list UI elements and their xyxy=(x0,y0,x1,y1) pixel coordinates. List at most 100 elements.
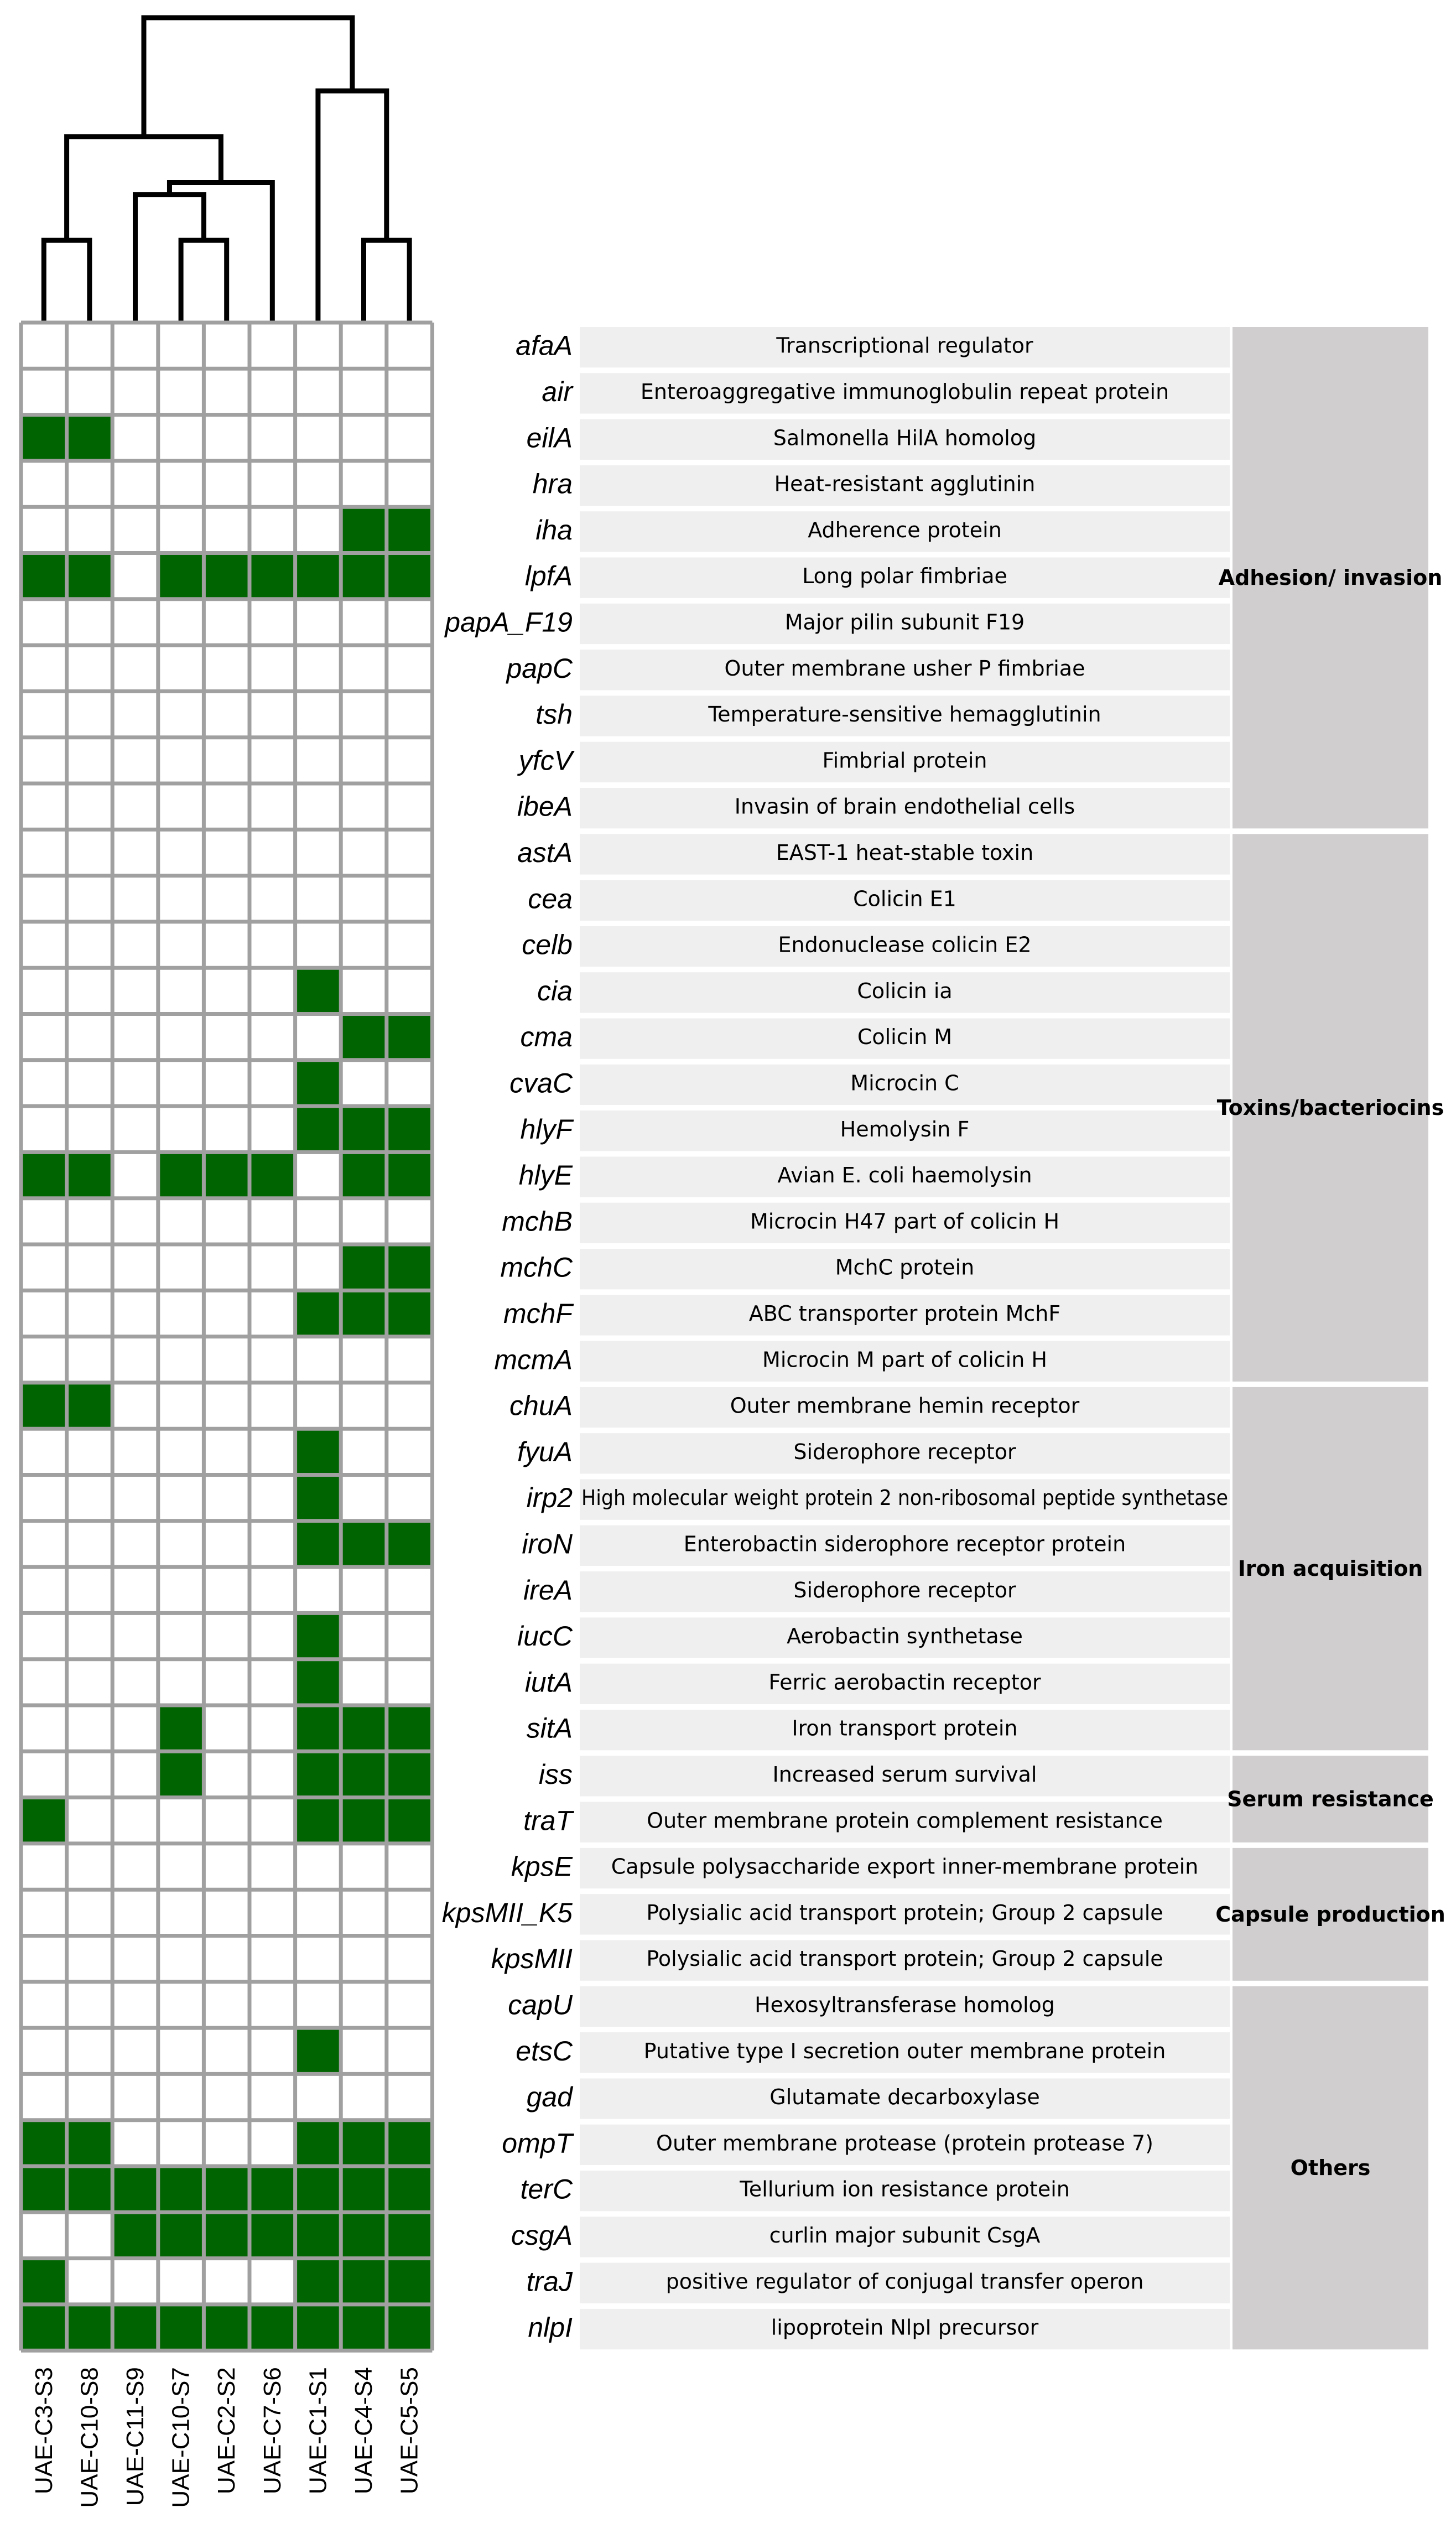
gene-name: air xyxy=(542,376,574,407)
heatmap-cell xyxy=(295,553,341,599)
heatmap-cell xyxy=(249,968,295,1014)
heatmap-cell xyxy=(66,1475,113,1521)
dendrogram xyxy=(41,15,412,323)
gene-name: papA_F19 xyxy=(444,606,573,637)
heatmap-cell xyxy=(21,1244,67,1291)
description-background xyxy=(580,1986,1230,2027)
gene-name: fyuA xyxy=(517,1436,573,1467)
heatmap-cell xyxy=(158,1014,204,1060)
heatmap-cell xyxy=(249,1613,295,1659)
heatmap-cell xyxy=(386,1613,433,1659)
description-background xyxy=(580,880,1230,921)
heatmap-cell xyxy=(204,1613,249,1659)
heatmap-cell xyxy=(112,1152,158,1198)
gene-description: Avian E. coli haemolysin xyxy=(777,1163,1032,1187)
heatmap-cell xyxy=(295,1520,341,1567)
heatmap-cell xyxy=(204,829,249,876)
heatmap-cell xyxy=(386,2074,433,2120)
heatmap-cell xyxy=(295,875,341,922)
heatmap-cell xyxy=(295,1014,341,1060)
heatmap-cell xyxy=(295,1060,341,1107)
description-background xyxy=(580,2078,1230,2119)
gene-labels: afaA air eilA hra iha lpfA papA_F19 papC tsh yfcV… xyxy=(442,330,575,2343)
heatmap-cell xyxy=(249,368,295,415)
description-background xyxy=(580,1249,1230,1290)
heatmap-cell xyxy=(249,737,295,783)
category-block xyxy=(1233,1986,1428,2350)
heatmap-cell xyxy=(158,2028,204,2074)
heatmap-cell xyxy=(341,1890,387,1936)
heatmap-cell xyxy=(204,599,249,646)
heatmap-cell xyxy=(66,783,113,830)
heatmap-cell xyxy=(386,1475,433,1521)
description-background xyxy=(580,1802,1230,1842)
sample-label: UAE-C10-S8 xyxy=(76,2367,103,2508)
category-label: Iron acquisition xyxy=(1238,1556,1423,1581)
heatmap-cell xyxy=(204,2212,249,2259)
heatmap-cell xyxy=(295,2258,341,2304)
heatmap-cell xyxy=(158,1106,204,1153)
heatmap-cell xyxy=(158,1935,204,1982)
heatmap-cell xyxy=(21,1659,67,1705)
heatmap-cell xyxy=(112,2166,158,2213)
heatmap-cell xyxy=(341,1705,387,1752)
heatmap-cell xyxy=(66,1429,113,1475)
heatmap-cell xyxy=(295,1290,341,1337)
heatmap-cell xyxy=(204,1935,249,1982)
description-background xyxy=(580,1341,1230,1382)
heatmap-cell xyxy=(249,1152,295,1198)
gene-description: Putative type I secretion outer membrane… xyxy=(644,2039,1166,2063)
heatmap-cell xyxy=(249,783,295,830)
heatmap-cell xyxy=(204,460,249,507)
heatmap-cell xyxy=(21,460,67,507)
heatmap-cell xyxy=(341,737,387,783)
sample-label: UAE-C4-S4 xyxy=(350,2367,377,2494)
heatmap-cell xyxy=(158,1797,204,1844)
gene-name: chuA xyxy=(509,1390,573,1421)
description-background xyxy=(580,1202,1230,1243)
heatmap-cell xyxy=(249,1705,295,1752)
heatmap-cell xyxy=(386,507,433,553)
heatmap-cell xyxy=(66,921,113,968)
heatmap-cell xyxy=(66,1152,113,1198)
heatmap-cell xyxy=(295,1198,341,1244)
gene-name: sitA xyxy=(527,1713,573,1744)
gene-name: kpsMII xyxy=(491,1943,573,1974)
heatmap-cell xyxy=(295,1981,341,2028)
sample-labels: UAE-C3-S3 UAE-C10-S8 UAE-C11-S9 UAE-C10-S7 U… xyxy=(30,2367,423,2508)
gene-description: ABC transporter protein MchF xyxy=(749,1301,1060,1326)
gene-name: afaA xyxy=(516,330,573,361)
heatmap-cell xyxy=(341,2074,387,2120)
heatmap-cell xyxy=(295,1244,341,1291)
gene-description: Ferric aerobactin receptor xyxy=(768,1670,1041,1694)
heatmap-cell xyxy=(341,2212,387,2259)
heatmap-cell xyxy=(66,1244,113,1291)
gene-description: Outer membrane hemin receptor xyxy=(730,1394,1080,1418)
heatmap-cell xyxy=(158,2120,204,2166)
heatmap-cell xyxy=(112,2258,158,2304)
gene-description: Enterobactin siderophore receptor protei… xyxy=(684,1532,1126,1556)
heatmap-cell xyxy=(66,968,113,1014)
dendrogram-branch xyxy=(141,15,355,137)
gene-name: cma xyxy=(521,1021,573,1052)
dendrogram-branch xyxy=(167,180,275,323)
heatmap-cell xyxy=(112,1520,158,1567)
heatmap-cell xyxy=(386,553,433,599)
description-background xyxy=(580,2171,1230,2212)
description-background xyxy=(580,972,1230,1013)
heatmap-cell xyxy=(112,507,158,553)
heatmap-cell xyxy=(112,1751,158,1798)
heatmap-cell xyxy=(66,2304,113,2351)
heatmap-cell xyxy=(386,875,433,922)
heatmap-cell xyxy=(66,599,113,646)
gene-name: celb xyxy=(522,930,573,961)
gene-description: Outer membrane protease (protein proteas… xyxy=(656,2131,1153,2155)
heatmap-cell xyxy=(386,1152,433,1198)
heatmap-cell xyxy=(158,2074,204,2120)
heatmap-cell xyxy=(341,2120,387,2166)
gene-name: gad xyxy=(527,2082,574,2112)
heatmap-cell xyxy=(341,1613,387,1659)
heatmap-cell xyxy=(112,2120,158,2166)
heatmap-cell xyxy=(112,1014,158,1060)
heatmap-cell xyxy=(158,1382,204,1429)
